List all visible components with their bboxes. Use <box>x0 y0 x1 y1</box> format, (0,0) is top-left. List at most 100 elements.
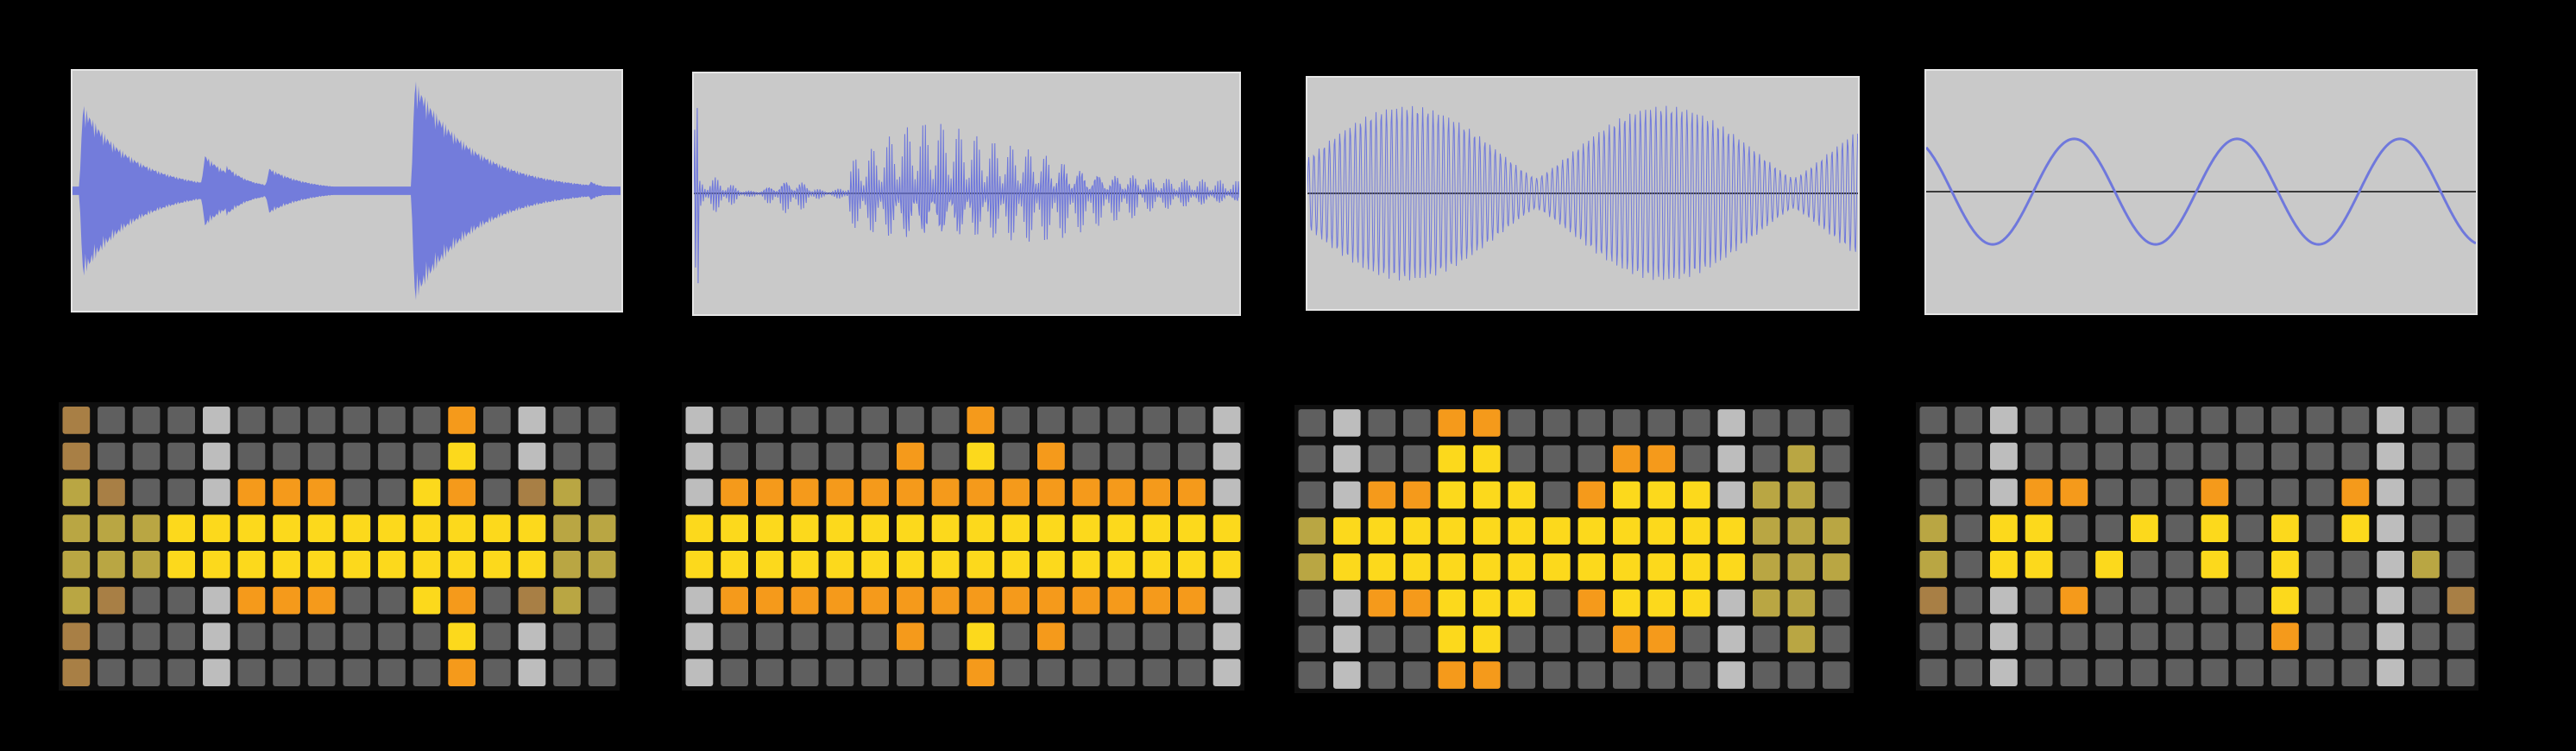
pad-cell <box>1717 553 1746 581</box>
pad-cell <box>1823 589 1850 617</box>
pad-cell <box>378 407 406 434</box>
pad-cell <box>2377 586 2404 615</box>
pad-cell <box>2131 442 2158 470</box>
pad-cell <box>685 622 714 651</box>
pad-cell <box>2377 551 2404 578</box>
pad-cell <box>1403 625 1431 653</box>
waveform-trace <box>72 81 621 300</box>
pad-cell <box>307 586 336 615</box>
pad-cell <box>2025 514 2053 542</box>
pad-cell <box>1990 442 2018 470</box>
pad-cell <box>790 478 819 507</box>
pad-cell <box>1508 481 1536 509</box>
pad-cell <box>307 551 336 578</box>
pad-cell <box>448 514 476 542</box>
pad-cell <box>1647 445 1676 473</box>
pad-grid-4 <box>1916 402 2478 691</box>
pad-cell <box>2447 659 2475 686</box>
pad-cell <box>273 586 300 615</box>
pad-cell <box>2025 442 2053 470</box>
pad-cell <box>203 622 230 651</box>
pad-cell <box>132 551 161 578</box>
pad-cell <box>518 407 546 434</box>
pad-cell <box>931 407 960 434</box>
pad-cell <box>1368 481 1396 509</box>
pad-cell <box>2412 586 2440 615</box>
pad-cell <box>2271 407 2299 434</box>
waveform-panel-1 <box>71 69 623 312</box>
pad-cell <box>132 586 161 615</box>
pad-cell <box>1072 551 1100 578</box>
waveform-panel-2 <box>692 72 1241 316</box>
pad-cell <box>931 551 960 578</box>
pad-cell <box>1955 659 1982 686</box>
pad-cell <box>588 622 616 651</box>
pad-cell <box>1787 481 1816 509</box>
pad-cell <box>790 622 819 651</box>
pad-cell <box>1543 589 1571 617</box>
pad-cell <box>553 551 581 578</box>
pad-cell <box>2341 551 2370 578</box>
pad-cell <box>483 622 511 651</box>
pad-cell <box>343 478 371 507</box>
pad-cell <box>237 478 266 507</box>
pad-cell <box>2025 551 2053 578</box>
pad-cell <box>1438 481 1466 509</box>
pad-cell <box>553 659 581 686</box>
pad-cell <box>967 586 995 615</box>
pad-cell <box>790 551 819 578</box>
pad-cell <box>1990 659 2018 686</box>
pad-cell <box>2131 514 2158 542</box>
waveform-plot <box>1926 137 2476 246</box>
pad-cell <box>448 659 476 686</box>
pad-cell <box>1683 553 1710 581</box>
pad-cell <box>2306 478 2334 507</box>
pad-cell <box>2306 659 2334 686</box>
pad-cell <box>897 551 924 578</box>
pad-cell <box>483 407 511 434</box>
pad-cell <box>62 622 91 651</box>
pad-cell <box>1178 622 1206 651</box>
pad-cell <box>2025 659 2053 686</box>
pad-cell <box>721 586 748 615</box>
pad-cell <box>1919 622 1948 651</box>
pad-cell <box>1823 409 1850 437</box>
pad-cell <box>1543 481 1571 509</box>
pad-cell <box>1178 586 1206 615</box>
pad-cell <box>967 478 995 507</box>
pad-cell <box>1717 445 1746 473</box>
pad-cell <box>2271 659 2299 686</box>
pad-grid-1 <box>59 402 620 691</box>
pad-cell <box>1298 661 1326 689</box>
pad-cell <box>2447 622 2475 651</box>
pad-cell <box>967 622 995 651</box>
pad-cell <box>1613 625 1641 653</box>
pad-cell <box>237 514 266 542</box>
pad-cell <box>1037 586 1065 615</box>
pad-cell <box>1072 407 1100 434</box>
pad-cell <box>2306 551 2334 578</box>
pad-cell <box>931 586 960 615</box>
pad-cell <box>2131 407 2158 434</box>
pad-cell <box>2060 478 2088 507</box>
pad-cell <box>237 442 266 470</box>
pad-cell <box>1037 514 1065 542</box>
pad-cell <box>861 551 889 578</box>
pad-cell <box>2341 514 2370 542</box>
pad-cell <box>861 659 889 686</box>
pad-cell <box>1438 661 1466 689</box>
pad-cell <box>413 659 441 686</box>
pad-cell <box>1368 553 1396 581</box>
pad-cell <box>1990 622 2018 651</box>
pad-cell <box>685 551 714 578</box>
pad-cell <box>1212 478 1241 507</box>
pad-cell <box>518 659 546 686</box>
pad-cell <box>413 514 441 542</box>
pad-cell <box>1212 407 1241 434</box>
pad-cell <box>1107 442 1136 470</box>
pad-cell <box>167 407 195 434</box>
pad-cell <box>756 478 784 507</box>
pad-cell <box>1178 659 1206 686</box>
pad-cell <box>2306 622 2334 651</box>
pad-cell <box>98 659 125 686</box>
